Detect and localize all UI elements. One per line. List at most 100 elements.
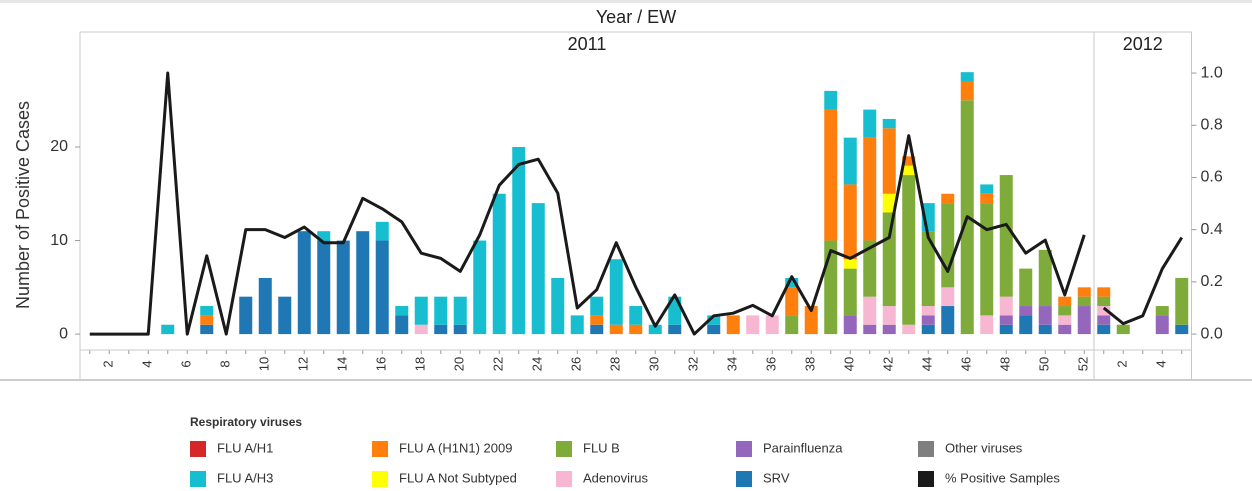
x-tick-label: 34 — [725, 357, 740, 371]
legend-swatch — [190, 471, 206, 487]
bar-segment — [765, 315, 779, 335]
bar-segment — [785, 277, 799, 288]
bar-segment — [258, 277, 272, 335]
x-tick-label: 6 — [179, 360, 194, 367]
bar-segment — [707, 315, 721, 325]
legend-label: FLU A (H1N1) 2009 — [399, 440, 512, 455]
bar-segment — [999, 315, 1013, 325]
x-tick-label: 2 — [1115, 360, 1130, 367]
x-tick-label: 12 — [296, 357, 311, 371]
bar-segment — [843, 137, 857, 185]
line-series — [89, 71, 1086, 336]
bar-segment — [239, 296, 253, 335]
legend-label: FLU A Not Subtyped — [399, 470, 517, 485]
bar-segment — [1019, 306, 1033, 316]
bar-segment — [531, 203, 545, 335]
bar-segment — [902, 175, 916, 325]
bar-segment — [590, 296, 604, 316]
bar-segment — [570, 315, 584, 335]
y2-tick-label: 0.0 — [1201, 325, 1223, 342]
bar-segment — [921, 306, 935, 316]
bar-segment — [1058, 296, 1072, 307]
bar-segment — [882, 128, 896, 194]
bar-segment — [960, 72, 974, 82]
bar-segment — [941, 306, 955, 335]
bar-segment — [375, 240, 389, 335]
y-axis-title: Number of Positive Cases — [13, 101, 33, 309]
line-series — [1102, 236, 1184, 326]
bar-segment — [1019, 315, 1033, 335]
bar-segment — [200, 306, 214, 316]
x-tick-label: 48 — [998, 357, 1013, 371]
legend-label: SRV — [763, 470, 790, 485]
bar-segment — [1097, 324, 1111, 335]
bar-segment — [1097, 287, 1111, 297]
bar-segment — [278, 296, 292, 335]
bar-segment — [882, 193, 896, 213]
legend-label: % Positive Samples — [945, 470, 1060, 485]
y2-tick-label: 0.4 — [1201, 221, 1223, 238]
y2-tick-label: 0.8 — [1201, 116, 1223, 133]
x-tick-label: 22 — [491, 357, 506, 371]
bar-segment — [882, 306, 896, 325]
legend-title: Respiratory viruses — [190, 415, 302, 429]
bar-segment — [882, 118, 896, 129]
bar-segment — [434, 324, 448, 335]
bar-segment — [1058, 306, 1072, 316]
bar-segment — [1058, 315, 1072, 325]
bar-segment — [843, 184, 857, 260]
legend-swatch — [918, 471, 934, 487]
bar-segment — [668, 324, 682, 335]
x-tick-label: 46 — [959, 357, 974, 371]
x-tick-label: 26 — [569, 357, 584, 371]
bar-segment — [395, 315, 409, 335]
bar-segment — [902, 324, 916, 335]
bar-segment — [336, 240, 350, 335]
bar-segment — [453, 296, 467, 325]
bar-segment — [1097, 315, 1111, 325]
x-tick-label: 24 — [530, 357, 545, 371]
bar-segment — [863, 324, 877, 335]
chart-title: Year / EW — [596, 7, 676, 27]
bar-segment — [590, 324, 604, 335]
y2-tick-label: 0.6 — [1201, 169, 1223, 186]
bar-segment — [980, 184, 994, 194]
legend-swatch — [190, 441, 206, 457]
bar-segment — [1077, 296, 1091, 307]
bar-segment — [1077, 306, 1091, 335]
bar-segment — [395, 306, 409, 316]
bar-segment — [726, 315, 740, 335]
y-tick-label: 0 — [59, 325, 68, 342]
bar-segment — [1038, 249, 1052, 307]
top-border — [0, 0, 1252, 3]
bar-segment — [375, 221, 389, 241]
bar-segment — [1019, 268, 1033, 307]
bar-segment — [863, 137, 877, 241]
bar-segment — [629, 306, 643, 325]
x-tick-label: 52 — [1076, 357, 1091, 371]
legend-label: Parainfluenza — [763, 440, 843, 455]
bar-segment — [200, 315, 214, 325]
bar-segment — [921, 315, 935, 325]
x-tick-label: 4 — [1154, 360, 1169, 367]
x-tick-label: 20 — [452, 357, 467, 371]
bar-segment — [941, 193, 955, 204]
legend-swatch — [736, 441, 752, 457]
y2-tick-label: 1.0 — [1201, 64, 1223, 81]
bar-segment — [824, 90, 838, 110]
bar-segment — [843, 315, 857, 335]
legend-swatch — [918, 441, 934, 457]
legend-label: Adenovirus — [583, 470, 649, 485]
y2-tick-label: 0.2 — [1201, 273, 1223, 290]
legend-label: FLU A/H1 — [217, 440, 273, 455]
x-tick-label: 36 — [764, 357, 779, 371]
bar-segment — [1155, 315, 1169, 335]
x-tick-label: 40 — [842, 357, 857, 371]
x-tick-label: 2 — [101, 360, 116, 367]
legend-label: FLU B — [583, 440, 620, 455]
y-tick-label: 10 — [50, 232, 68, 249]
x-tick-label: 16 — [374, 357, 389, 371]
bar-segment — [999, 175, 1013, 297]
bar-segment — [863, 240, 877, 297]
legend-swatch — [736, 471, 752, 487]
